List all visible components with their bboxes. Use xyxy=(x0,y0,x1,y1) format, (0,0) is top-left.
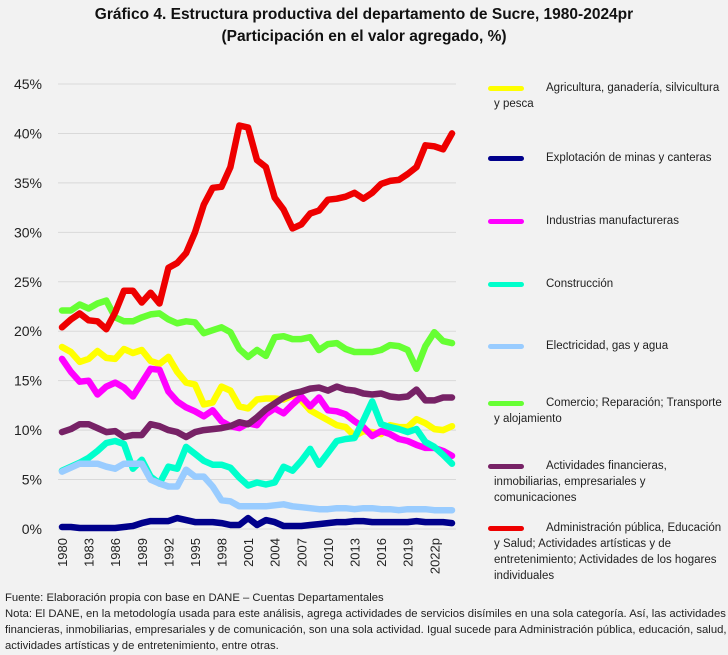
legend-swatch xyxy=(488,156,524,161)
y-tick-label: 10% xyxy=(14,422,42,438)
series-lines xyxy=(58,122,456,532)
x-tick-label: 1983 xyxy=(82,538,97,567)
x-tick-label: 1998 xyxy=(215,538,230,567)
legend-item: Comercio; Reparación; Transporte y aloja… xyxy=(486,395,726,427)
legend-item: Industrias manufactureras xyxy=(486,213,726,229)
x-tick-label: 2001 xyxy=(241,538,256,567)
series-line-5 xyxy=(58,460,456,514)
series-line-6 xyxy=(58,297,456,373)
series-line-8 xyxy=(58,122,456,333)
y-tick-label: 45% xyxy=(14,76,42,92)
y-axis-ticks: 0% 5% 10% 15% 20% 25% 30% 35% 40% 45% xyxy=(14,76,42,537)
legend-label: Comercio; Reparación; Transporte y aloja… xyxy=(494,397,722,425)
y-tick-label: 0% xyxy=(22,521,42,537)
chart-footer: Fuente: Elaboración propia con base en D… xyxy=(5,590,727,654)
y-tick-label: 5% xyxy=(22,472,42,488)
y-tick-label: 20% xyxy=(14,323,42,339)
x-tick-label: 2019 xyxy=(401,538,416,567)
legend-item: Explotación de minas y canteras xyxy=(486,150,726,166)
legend-swatch xyxy=(488,464,524,469)
y-tick-label: 40% xyxy=(14,125,42,141)
legend-label: Actividades financieras, inmobiliarias, … xyxy=(494,460,667,504)
legend-item: Construcción xyxy=(486,276,726,292)
legend-item: Agricultura, ganadería, silvicultura y p… xyxy=(486,80,726,112)
series-line-2 xyxy=(58,514,456,532)
x-tick-label: 2007 xyxy=(294,538,309,567)
y-tick-label: 35% xyxy=(14,175,42,191)
chart-title-line1: Gráfico 4. Estructura productiva del dep… xyxy=(94,6,634,23)
y-tick-label: 25% xyxy=(14,274,42,290)
legend-item: Administración pública, Educación y Salu… xyxy=(486,520,726,584)
legend-label: Construcción xyxy=(546,278,614,290)
legend-swatch xyxy=(488,282,524,287)
x-axis-ticks: 1980 1983 1986 1989 1992 1995 1998 2001 2004 2007… xyxy=(55,538,442,574)
y-tick-label: 30% xyxy=(14,224,42,240)
x-tick-label: 2013 xyxy=(348,538,363,567)
x-tick-label: 1992 xyxy=(161,538,176,567)
y-tick-label: 15% xyxy=(14,373,42,389)
x-tick-label: 1980 xyxy=(55,538,70,567)
legend-label: Electricidad, gas y agua xyxy=(546,340,669,352)
legend-swatch xyxy=(488,86,524,91)
legend-label: Industrias manufactureras xyxy=(546,215,679,227)
x-tick-label: 1989 xyxy=(135,538,150,567)
legend-swatch xyxy=(488,344,524,349)
series-line-3 xyxy=(58,355,456,460)
legend-swatch xyxy=(488,219,524,224)
legend-label: Administración pública, Educación y Salu… xyxy=(494,522,722,582)
legend-item: Electricidad, gas y agua xyxy=(486,338,726,354)
x-tick-label: 2010 xyxy=(321,538,336,567)
series-line-7 xyxy=(58,383,456,441)
legend-item: Actividades financieras, inmobiliarias, … xyxy=(486,458,726,506)
source-note: Fuente: Elaboración propia con base en D… xyxy=(5,592,384,604)
series-line-4 xyxy=(58,398,456,489)
line-chart: 0%5%10%15%20%25%30%35%40%45% 1980 1983 198… xyxy=(14,76,456,574)
x-tick-label: 1986 xyxy=(108,538,123,567)
x-tick-label: 2016 xyxy=(374,538,389,567)
legend-swatch xyxy=(488,526,524,531)
x-tick-label: 2004 xyxy=(268,538,283,567)
methodology-note: Nota: El DANE, en la metodología usada p… xyxy=(5,608,727,652)
legend-label: Agricultura, ganadería, silvicultura y p… xyxy=(494,82,720,110)
chart-title: Gráfico 4. Estructura productiva del dep… xyxy=(0,4,728,48)
legend-swatch xyxy=(488,401,524,406)
x-tick-label: 1995 xyxy=(188,538,203,567)
chart-subtitle: (Participación en el valor agregado, %) xyxy=(221,28,507,45)
x-tick-label: 2022p xyxy=(427,538,442,574)
legend-label: Explotación de minas y canteras xyxy=(546,152,712,164)
